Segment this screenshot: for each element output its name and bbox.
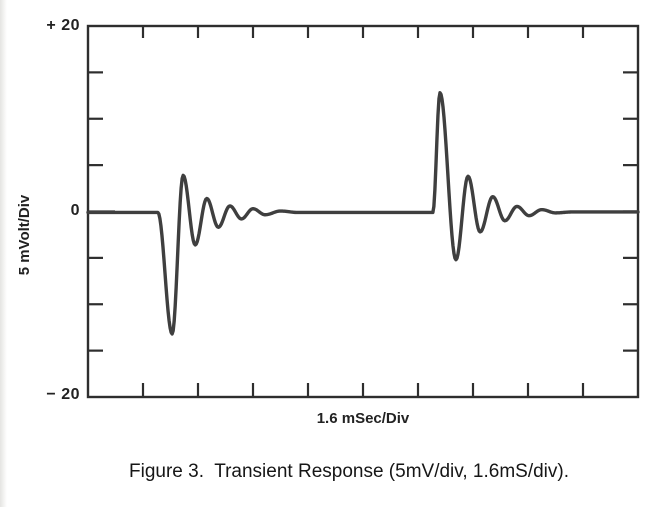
ytick-label-plus20: + 20 xyxy=(46,17,80,34)
x-axis-title: 1.6 mSec/Div xyxy=(316,410,410,427)
y-axis-title: 5 mVolt/Div xyxy=(16,194,33,276)
ytick-label-zero: 0 xyxy=(70,202,80,219)
scan-edge-artifact xyxy=(0,0,7,507)
figure-caption: Figure 3. Transient Response (5mV/div, 1… xyxy=(129,461,569,482)
ytick-label-minus20: − 20 xyxy=(46,386,80,403)
waveform-trace xyxy=(86,91,640,336)
